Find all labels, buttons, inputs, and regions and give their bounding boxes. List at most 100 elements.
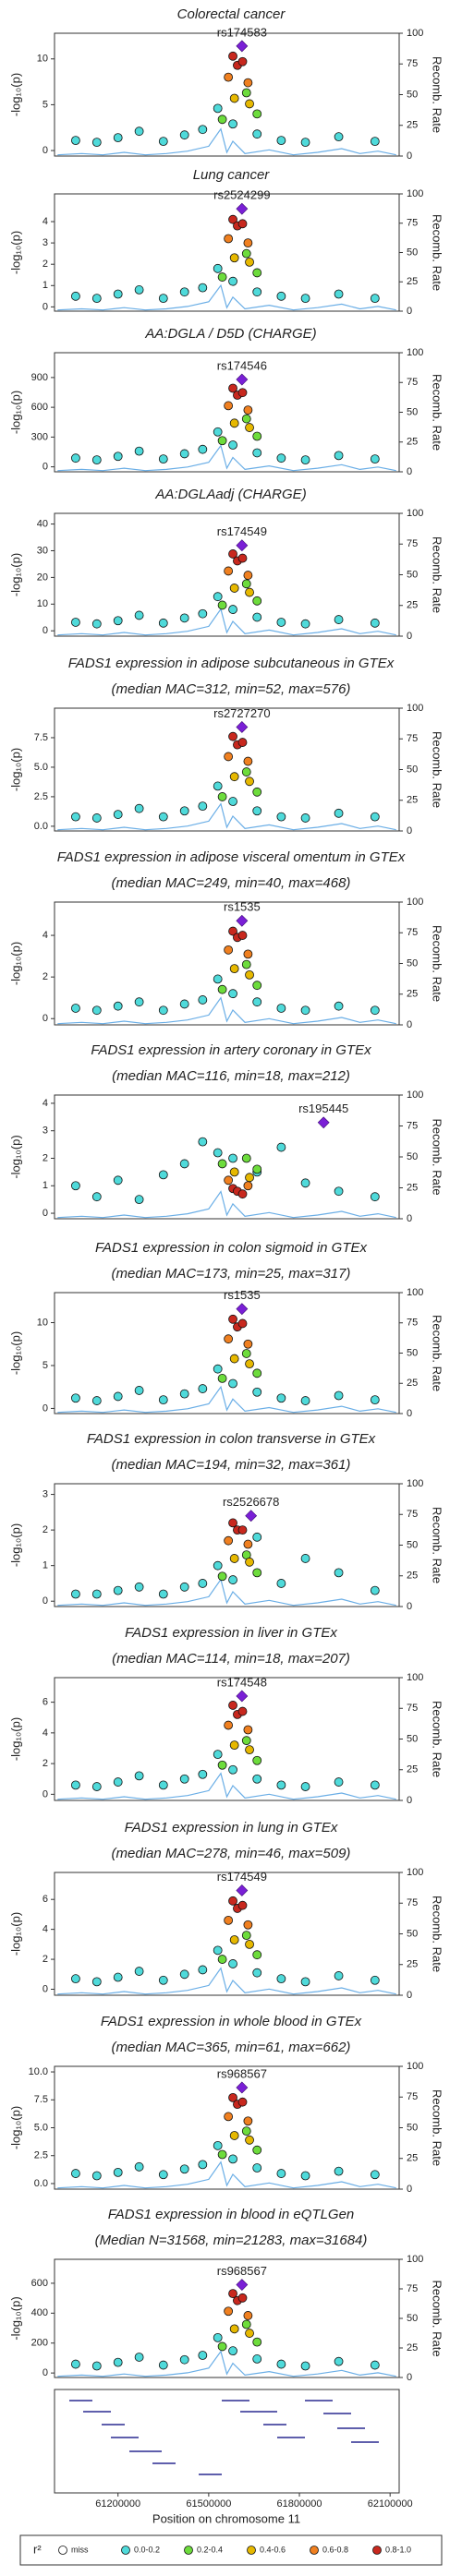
plot-frame: [54, 1292, 400, 1414]
lead-snp: [236, 2081, 249, 2094]
legend-swatch: [310, 2546, 319, 2555]
snp-point: [241, 2319, 251, 2329]
legend-label: miss: [71, 2545, 89, 2554]
snp-point: [300, 1977, 310, 1987]
snp-point: [334, 1390, 344, 1401]
snp-point: [71, 2169, 80, 2178]
snp-point: [71, 2359, 80, 2369]
legend-swatch: [247, 2546, 256, 2555]
snp-point: [243, 78, 253, 88]
snp-point: [228, 214, 237, 224]
recombination-line: [57, 1967, 396, 1995]
y-tick-label: 10: [37, 54, 48, 65]
snp-point: [217, 984, 227, 994]
y-axis-label: -log₁₀(p): [8, 391, 22, 434]
gene-track-genes: [69, 2400, 379, 2475]
y-tick-label: 5.0: [34, 762, 48, 773]
snp-point: [113, 133, 123, 143]
snp-point: [228, 731, 237, 741]
chart-title: FADS1 expression in artery coronary in G…: [91, 1042, 371, 1058]
snp-point: [198, 1137, 208, 1147]
snp-point: [91, 813, 102, 823]
snp-point: [91, 1396, 102, 1405]
y2-tick-label: 25: [407, 1764, 418, 1776]
y2-tick-label: 0: [407, 1795, 412, 1806]
snp-point: [252, 1368, 262, 1378]
chart-title: FADS1 expression in lung in GTEx: [125, 1820, 338, 1836]
y2-axis-label: Recomb. Rate: [431, 1896, 444, 1972]
y2-tick-label: 50: [407, 1928, 418, 1939]
y2-axis-label: Recomb. Rate: [431, 925, 444, 1002]
snp-point: [300, 1178, 310, 1188]
snp-point: [71, 136, 80, 146]
snp-point: [300, 455, 310, 465]
snp-point: [252, 596, 262, 606]
y2-tick-label: 25: [407, 795, 418, 806]
y2-axis-label: Recomb. Rate: [431, 56, 444, 133]
y2-tick-label: 25: [407, 989, 418, 1000]
y-tick-label: 20: [37, 572, 48, 583]
snp-point: [241, 248, 251, 259]
snp-point: [245, 969, 254, 980]
y-axis-label: -log₁₀(p): [8, 942, 22, 985]
plot-frame: [54, 1872, 400, 1996]
snp-point: [134, 610, 144, 620]
snp-point: [370, 137, 380, 147]
snp-point: [237, 1525, 248, 1535]
snp-point: [134, 126, 144, 137]
snp-point: [91, 1589, 102, 1599]
chart-title: Colorectal cancer: [177, 6, 286, 22]
snp-point: [252, 1774, 262, 1784]
snp-point: [241, 959, 251, 969]
recombination-line: [57, 608, 396, 636]
snp-point: [198, 995, 208, 1005]
snp-point: [228, 383, 237, 393]
snp-point: [179, 999, 189, 1009]
snp-point: [245, 1359, 254, 1369]
y-tick-label: 40: [37, 518, 48, 529]
chart-title: FADS1 expression in adipose subcutaneous…: [68, 656, 395, 671]
snp-point: [245, 1745, 254, 1755]
snp-point: [158, 137, 168, 147]
snp-point: [229, 253, 239, 263]
snp-point: [113, 1972, 123, 1982]
y2-axis-label: Recomb. Rate: [431, 731, 444, 808]
lead-snp: [236, 914, 249, 927]
plot-frame: [54, 901, 400, 1026]
snp-point: [229, 584, 239, 593]
snp-point: [245, 2329, 254, 2338]
y2-tick-label: 50: [407, 1347, 418, 1358]
y-tick-label: 4: [43, 1098, 48, 1109]
snp-point: [134, 285, 144, 295]
snp-point: [334, 2166, 344, 2176]
snp-point: [300, 1782, 310, 1791]
x-tick-label: 61500000: [186, 2498, 231, 2510]
snp-point: [158, 1780, 168, 1790]
snp-point: [334, 615, 344, 624]
snp-point: [300, 1554, 310, 1563]
snp-point: [243, 1181, 253, 1191]
snp-point: [243, 238, 253, 248]
snp-point: [334, 132, 344, 142]
snp-point: [71, 1181, 80, 1191]
y-axis-label: -log₁₀(p): [8, 2106, 22, 2149]
y-tick-label: 6: [43, 1697, 48, 1708]
y2-tick-label: 75: [407, 1703, 418, 1714]
y2-tick-label: 100: [407, 1867, 423, 1878]
snp-point: [113, 451, 123, 462]
lead-snp-label: rs1535: [224, 900, 261, 914]
y-tick-label: 0.0: [34, 821, 48, 832]
y-tick-label: 2: [43, 1954, 48, 1965]
y-tick-label: 2: [43, 971, 48, 982]
snp-point: [370, 812, 380, 822]
snp-point: [243, 2116, 253, 2126]
snp-point: [276, 2359, 286, 2369]
snp-point: [213, 1945, 223, 1956]
snp-point: [228, 2346, 237, 2356]
snp-point: [300, 1396, 310, 1405]
plot-frame: [54, 707, 400, 832]
snp-point: [243, 571, 253, 580]
snp-point: [71, 1974, 80, 1984]
snp-point: [229, 1554, 239, 1563]
chart-subtitle: (median MAC=278, min=46, max=509): [112, 1846, 351, 1861]
